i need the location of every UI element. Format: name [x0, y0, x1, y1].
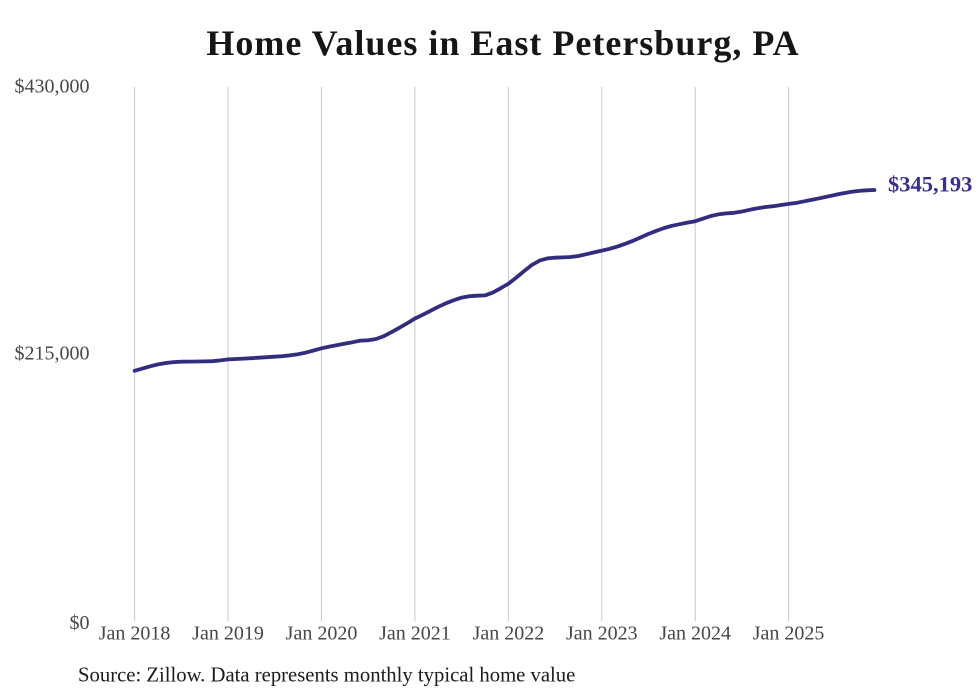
- svg-text:Jan 2021: Jan 2021: [379, 623, 451, 645]
- svg-text:Jan 2019: Jan 2019: [192, 623, 264, 645]
- svg-text:$0: $0: [70, 612, 90, 634]
- svg-text:Source: Zillow. Data represent: Source: Zillow. Data represents monthly …: [78, 665, 575, 687]
- svg-text:$215,000: $215,000: [15, 343, 90, 365]
- svg-text:Home Values in East Petersburg: Home Values in East Petersburg, PA: [206, 23, 799, 63]
- svg-text:$345,193: $345,193: [888, 171, 972, 196]
- svg-text:$430,000: $430,000: [15, 76, 90, 98]
- svg-text:Jan 2020: Jan 2020: [286, 623, 358, 645]
- svg-text:Jan 2025: Jan 2025: [753, 623, 825, 645]
- svg-text:Jan 2022: Jan 2022: [473, 623, 545, 645]
- svg-text:Jan 2023: Jan 2023: [566, 623, 638, 645]
- svg-text:Jan 2018: Jan 2018: [99, 623, 171, 645]
- svg-text:Jan 2024: Jan 2024: [659, 623, 731, 645]
